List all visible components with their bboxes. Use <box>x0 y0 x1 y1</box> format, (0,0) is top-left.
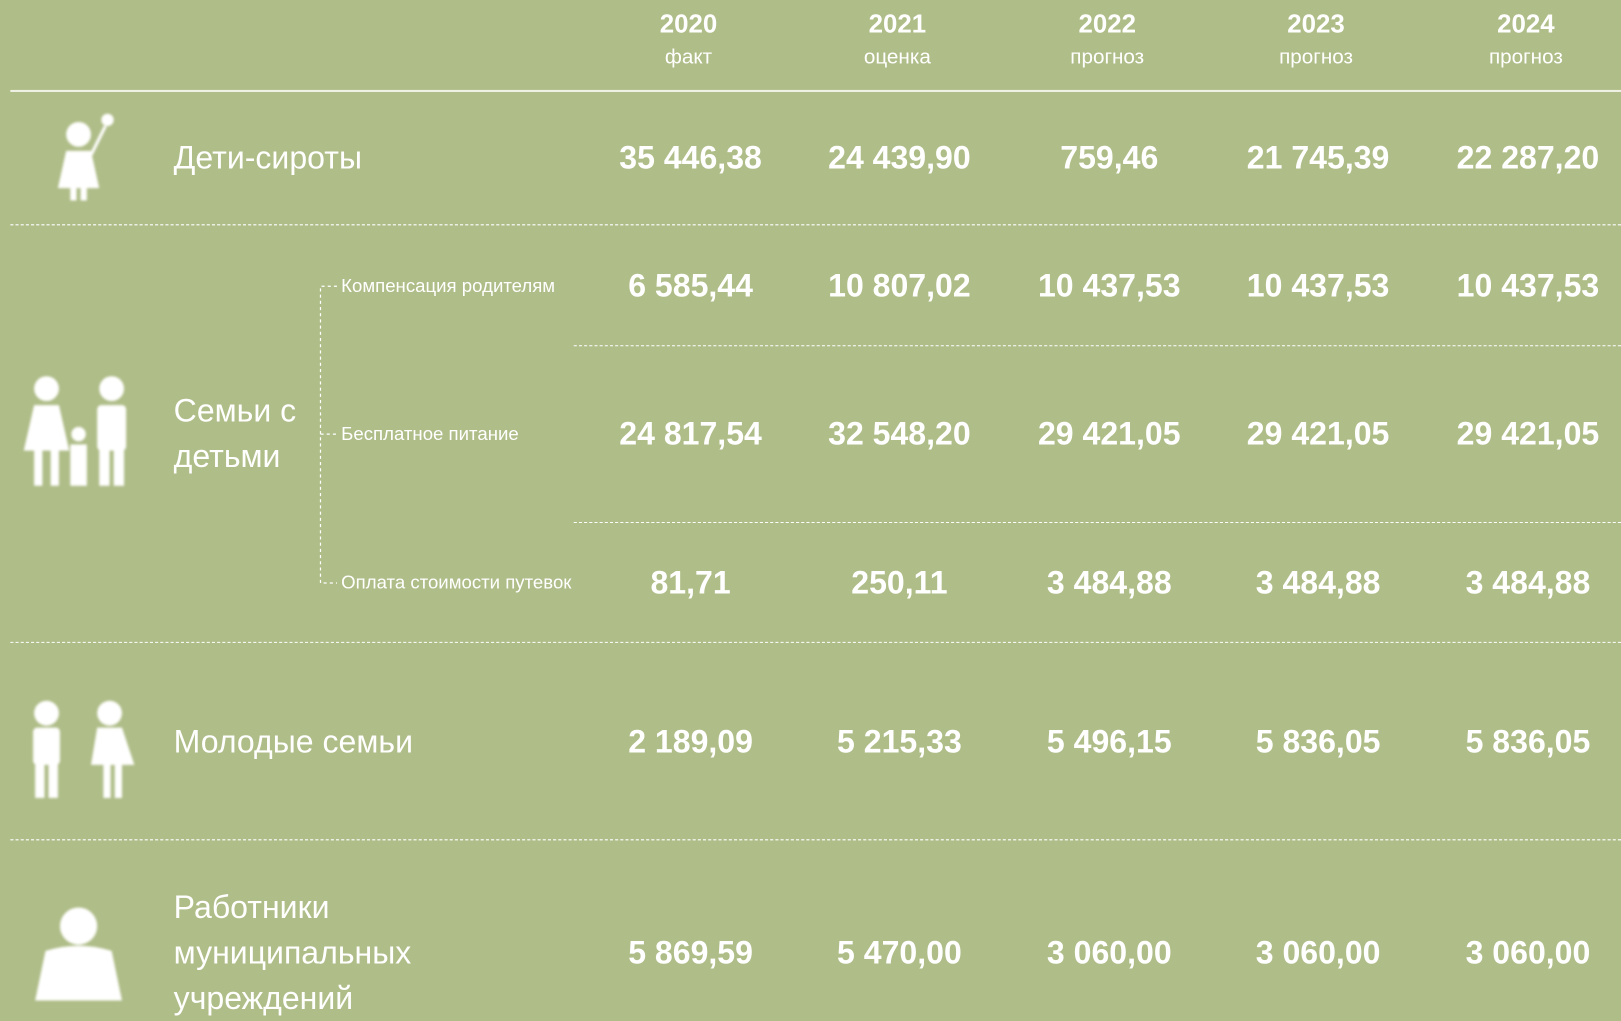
column-note: прогноз <box>1070 45 1145 69</box>
icon-family <box>23 376 127 486</box>
icon-orphan <box>57 113 114 201</box>
cell-value: 22 287,20 <box>1456 139 1600 176</box>
cell-value: 5 836,05 <box>1255 723 1381 760</box>
subrow-label: Бесплатное питание <box>341 423 519 444</box>
row-divider <box>10 224 1621 226</box>
row-divider <box>573 521 1621 524</box>
cell-value: 6 585,44 <box>628 267 753 304</box>
cell-value: 5 470,00 <box>837 934 962 971</box>
bracket <box>319 285 338 584</box>
cell-value: 10 437,53 <box>1037 267 1181 304</box>
subrow-label: Оплата стоимости путевок <box>341 572 572 593</box>
row-label: Молодые семьи <box>173 723 413 760</box>
icon-young <box>33 700 135 798</box>
cell-value: 3 060,00 <box>1255 934 1381 971</box>
column-year: 2023 <box>1287 9 1345 39</box>
cell-value: 250,11 <box>851 564 948 601</box>
cell-value: 3 484,88 <box>1046 564 1172 601</box>
cell-value: 81,71 <box>650 564 731 601</box>
cell-value: 3 484,88 <box>1255 564 1381 601</box>
cell-value: 3 484,88 <box>1465 564 1591 601</box>
column-note: оценка <box>863 45 931 69</box>
cell-value: 759,46 <box>1060 139 1159 176</box>
header-rule <box>10 89 1621 92</box>
column-note: прогноз <box>1488 45 1563 69</box>
cell-value: 3 060,00 <box>1465 934 1591 971</box>
cell-value: 10 807,02 <box>828 267 971 304</box>
cell-value: 21 745,39 <box>1246 139 1390 176</box>
row-divider <box>10 641 1621 643</box>
cell-value: 24 817,54 <box>619 415 762 452</box>
row-label: Семьи с детьми <box>173 392 297 475</box>
cell-value: 29 421,05 <box>1246 415 1390 452</box>
column-year: 2021 <box>868 9 927 39</box>
cell-value: 10 437,53 <box>1456 267 1600 304</box>
row-label: Работники муниципальных учреждений <box>173 888 412 1017</box>
cell-value: 35 446,38 <box>619 139 762 176</box>
cell-value: 5 836,05 <box>1465 723 1591 760</box>
cell-value: 3 060,00 <box>1046 934 1172 971</box>
cell-value: 32 548,20 <box>828 415 971 452</box>
column-year: 2022 <box>1078 9 1136 39</box>
row-divider <box>573 345 1621 347</box>
cell-value: 5 496,15 <box>1046 723 1172 760</box>
icon-worker <box>35 907 122 1001</box>
cell-value: 24 439,90 <box>828 139 971 176</box>
cell-value: 5 869,59 <box>628 934 753 971</box>
cell-value: 10 437,53 <box>1246 267 1390 304</box>
column-year: 2020 <box>659 9 718 39</box>
cell-value: 2 189,09 <box>628 723 753 760</box>
column-year: 2024 <box>1497 9 1555 39</box>
row-label: Дети-сироты <box>173 139 362 176</box>
cell-value: 29 421,05 <box>1037 415 1181 452</box>
subrow-label: Компенсация родителям <box>341 275 556 297</box>
cell-value: 5 215,33 <box>837 723 962 760</box>
column-note: факт <box>664 45 713 69</box>
column-note: прогноз <box>1279 45 1353 69</box>
row-divider <box>10 839 1621 841</box>
cell-value: 29 421,05 <box>1456 415 1600 452</box>
